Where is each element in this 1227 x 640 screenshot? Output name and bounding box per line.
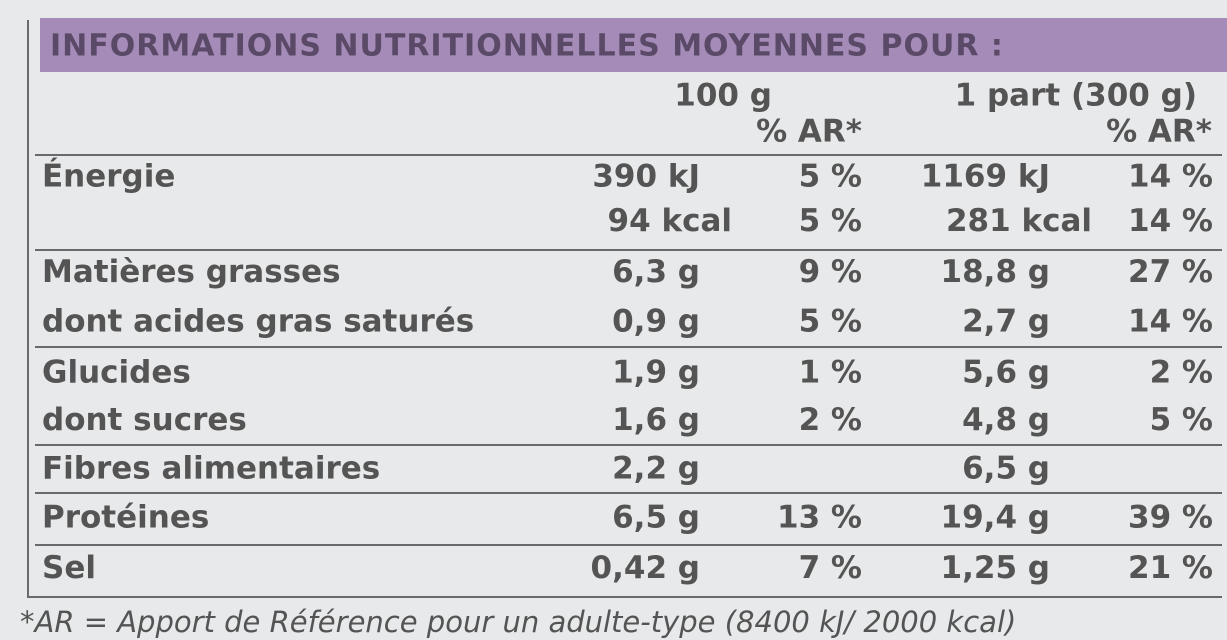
column-header: 100 g <box>674 78 772 114</box>
row-label: Énergie <box>42 159 175 195</box>
row-label: Sel <box>42 550 96 586</box>
cell-value: 1,6 g <box>612 402 700 438</box>
column-header: % AR* <box>756 114 862 150</box>
cell-value: 2 % <box>1150 355 1213 391</box>
cell-value: 9 % <box>799 254 862 290</box>
cell-value: 5 % <box>799 159 862 195</box>
cell-value: 13 % <box>777 500 862 536</box>
row-label: dont sucres <box>42 402 247 438</box>
column-header: % AR* <box>1106 114 1212 150</box>
cell-value: 27 % <box>1128 254 1213 290</box>
cell-value: 6,3 g <box>612 254 700 290</box>
row-label: Glucides <box>42 355 191 391</box>
row-label: Protéines <box>42 500 209 536</box>
header-bar <box>40 18 1227 72</box>
cell-value: 1169 kJ <box>921 159 1050 195</box>
cell-value: 281 kcal <box>946 203 1092 239</box>
cell-value: 5,6 g <box>962 355 1050 391</box>
cell-value: 1 % <box>799 355 862 391</box>
cell-value: 6,5 g <box>962 450 1050 486</box>
header-title: INFORMATIONS NUTRITIONNELLES MOYENNES PO… <box>50 29 1004 64</box>
cell-value: 18,8 g <box>941 254 1050 290</box>
cell-value: 1,9 g <box>612 355 700 391</box>
cell-value: 94 kcal <box>608 203 732 239</box>
cell-value: 14 % <box>1128 159 1213 195</box>
cell-value: 4,8 g <box>962 402 1050 438</box>
cell-value: 6,5 g <box>612 500 700 536</box>
cell-value: 14 % <box>1128 303 1213 339</box>
cell-value: 5 % <box>1150 402 1213 438</box>
cell-value: 5 % <box>799 303 862 339</box>
footnote: *AR = Apport de Référence pour un adulte… <box>20 605 1016 639</box>
cell-value: 2,2 g <box>612 450 700 486</box>
cell-value: 1,25 g <box>941 550 1050 586</box>
cell-value: 390 kJ <box>592 159 700 195</box>
cell-value: 0,42 g <box>591 550 700 586</box>
cell-value: 14 % <box>1128 203 1213 239</box>
table-body: Énergie 390 kJ 5 % 1169 kJ 14 % 94 kcal 5 % 281… <box>42 159 1213 586</box>
cell-value: 0,9 g <box>612 303 700 339</box>
cell-value: 21 % <box>1128 550 1213 586</box>
cell-value: 2 % <box>799 402 862 438</box>
cell-value: 39 % <box>1128 500 1213 536</box>
row-label: dont acides gras saturés <box>42 303 474 339</box>
column-header: 1 part (300 g) <box>955 78 1197 114</box>
row-label: Fibres alimentaires <box>42 450 380 486</box>
cell-value: 2,7 g <box>962 303 1050 339</box>
cell-value: 5 % <box>799 203 862 239</box>
cell-value: 7 % <box>799 550 862 586</box>
cell-value: 19,4 g <box>941 500 1050 536</box>
row-label: Matières grasses <box>42 254 341 290</box>
